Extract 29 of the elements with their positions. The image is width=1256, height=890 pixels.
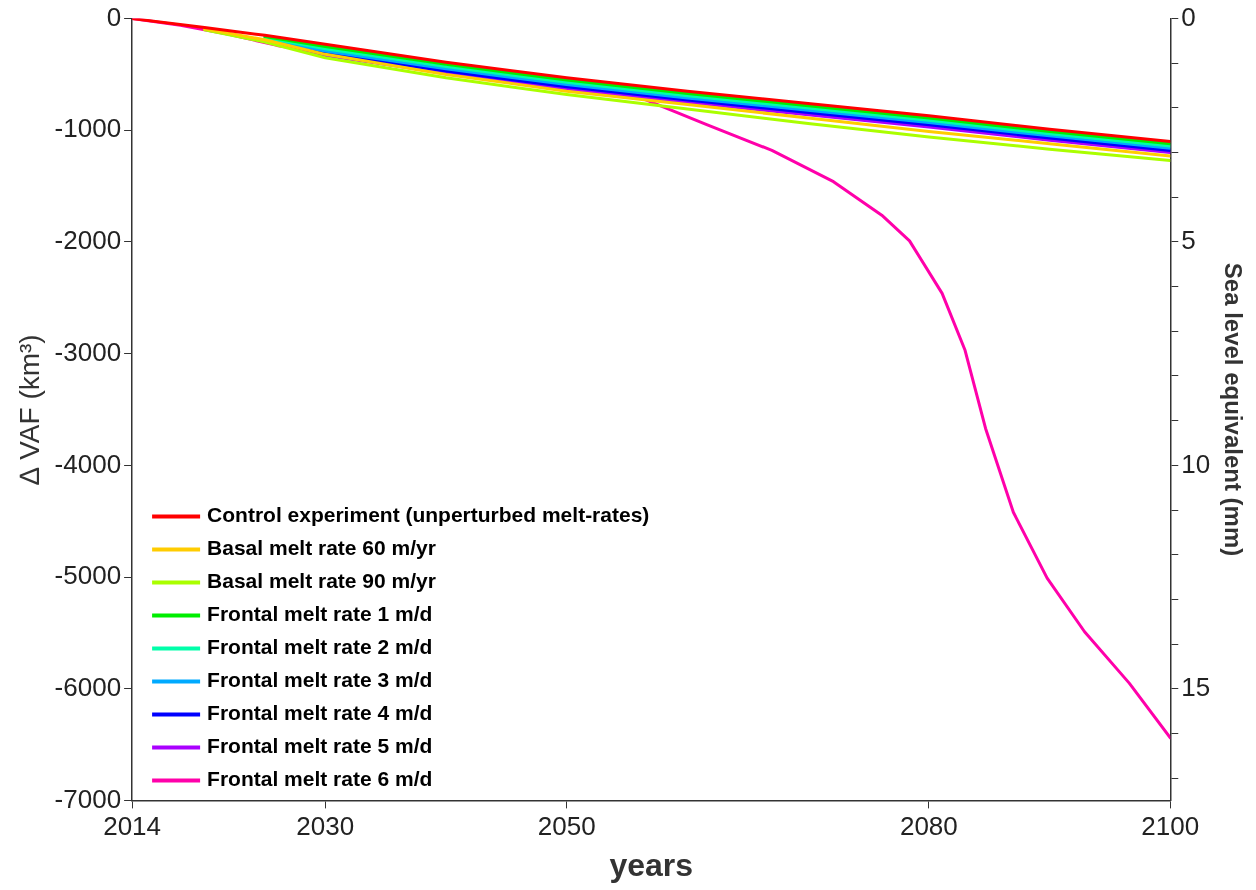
x-tick-label: 2030 <box>296 811 355 842</box>
x-tick-label: 2014 <box>103 811 162 842</box>
y2-tick-label: 15 <box>1181 671 1211 702</box>
y-tick-label: -5000 <box>54 560 122 591</box>
legend-label: Frontal melt rate 4 m/d <box>207 701 433 725</box>
y-axis-title: ∆ VAF (km³) <box>13 334 45 485</box>
y-tick-label: -7000 <box>54 783 122 814</box>
y-tick-label: -3000 <box>54 336 122 367</box>
x-tick-label: 2080 <box>899 811 958 842</box>
legend-label: Control experiment (unperturbed melt-rates) <box>207 503 650 527</box>
y-tick-label: -2000 <box>54 225 122 256</box>
legend-label: Frontal melt rate 3 m/d <box>207 668 433 692</box>
legend-label: Basal melt rate 60 m/yr <box>207 536 436 560</box>
legend-label: Basal melt rate 90 m/yr <box>207 569 436 593</box>
y-tick-label: 0 <box>106 1 122 32</box>
y-tick-label: -6000 <box>54 671 122 702</box>
y2-tick-label: 10 <box>1181 448 1211 479</box>
x-tick-label: 2050 <box>537 811 596 842</box>
legend-label: Frontal melt rate 2 m/d <box>207 635 433 659</box>
y-tick-label: -1000 <box>54 113 122 144</box>
legend-label: Frontal melt rate 1 m/d <box>207 602 433 626</box>
y-tick-label: -4000 <box>54 448 122 479</box>
x-axis-title: years <box>609 846 694 883</box>
legend-label: Frontal melt rate 6 m/d <box>207 767 433 791</box>
legend-label: Frontal melt rate 5 m/d <box>207 734 433 758</box>
y2-axis-title: Sea level equivalent (mm) <box>1219 262 1247 557</box>
y2-tick-label: 0 <box>1181 1 1196 32</box>
x-tick-label: 2100 <box>1141 811 1200 842</box>
y2-tick-label: 5 <box>1181 225 1196 256</box>
